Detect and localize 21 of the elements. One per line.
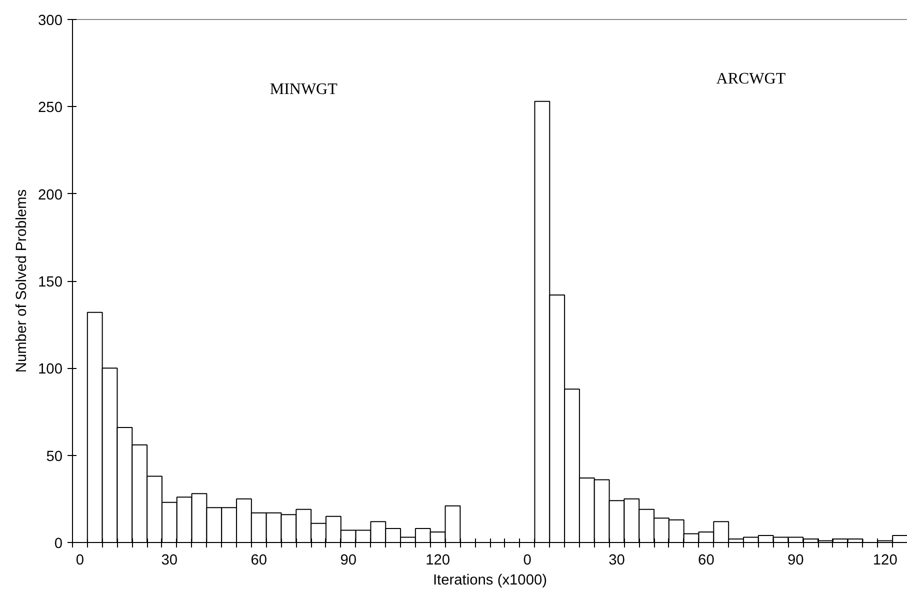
y-tick-label: 200 [38,187,63,204]
y-tick-label: 150 [38,274,63,290]
y-tick-label: 0 [54,536,63,552]
x-tick-label: 60 [698,552,714,568]
x-tick-label: 60 [250,552,268,568]
annotation: MINWGT [270,80,338,98]
y-tick-label: 100 [38,362,63,378]
x-tick-label: 90 [788,552,804,568]
x-axis-title: Iterations (x1000) [432,572,548,588]
y-tick-label: 250 [38,100,63,116]
y-axis-title: Number of Solved Problems [14,189,30,373]
x-tick-label: 120 [426,552,450,568]
x-tick-label: 0 [76,552,84,568]
x-tick-label: 120 [872,552,898,568]
x-tick-label: 90 [340,552,357,568]
x-tick-label: 30 [161,552,178,568]
x-tick-label: 0 [523,552,532,568]
x-tick-label: 30 [608,552,625,568]
y-tick-label: 300 [38,13,63,29]
y-tick-label: 50 [46,448,63,465]
annotation: ARCWGT [716,70,786,88]
